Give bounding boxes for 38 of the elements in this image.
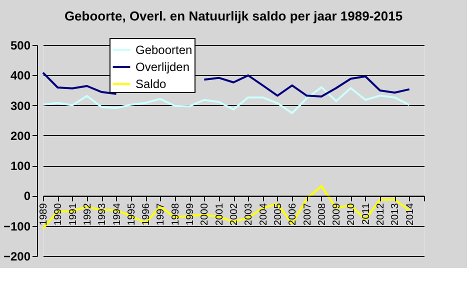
x-tick-label: 1998 — [170, 202, 182, 226]
x-tick-label: 2001 — [214, 202, 226, 226]
y-tick-label: 300 — [10, 98, 31, 113]
x-tick-label: 2003 — [244, 202, 255, 226]
x-tick-label: 2008 — [316, 202, 328, 226]
x-tick-label: 1996 — [141, 202, 152, 226]
legend-label: Geboorten — [136, 43, 192, 57]
y-tick-label: 400 — [10, 68, 31, 83]
y-tick-label: −100 — [3, 219, 31, 234]
y-tick-label: 500 — [10, 38, 31, 52]
x-tick-label: 2000 — [200, 202, 211, 226]
x-tick-label: 1992 — [82, 202, 94, 226]
x-tick-label: 2006 — [288, 202, 299, 226]
y-tick-label: 100 — [10, 159, 31, 174]
y-tick-label: 200 — [10, 128, 31, 143]
x-tick-label: 2004 — [258, 202, 270, 226]
legend-label: Saldo — [136, 77, 167, 91]
x-tick-label: 2012 — [376, 202, 387, 226]
legend-label: Overlijden — [136, 60, 190, 74]
x-tick-label: 2014 — [404, 202, 416, 226]
x-tick-label: 1993 — [97, 202, 108, 226]
x-tick-label: 2005 — [272, 202, 284, 226]
x-tick-label: 2010 — [346, 202, 358, 226]
x-tick-label: 2002 — [229, 202, 240, 226]
x-tick-label: 1989 — [38, 202, 50, 226]
x-tick-label: 1994 — [112, 202, 123, 226]
y-tick-label: 0 — [24, 189, 31, 204]
x-tick-label: 1997 — [156, 202, 167, 226]
x-tick-label: 1991 — [68, 202, 79, 226]
y-tick-label: −200 — [3, 250, 31, 264]
x-tick-label: 2007 — [302, 202, 314, 226]
x-tick-label: 1999 — [185, 202, 196, 226]
x-tick-label: 1995 — [126, 202, 138, 226]
x-tick-label: 1990 — [53, 202, 64, 226]
x-tick-label: 2011 — [360, 202, 372, 225]
x-tick-label: 2009 — [332, 202, 343, 226]
chart-title: Geboorte, Overl. en Natuurlijk saldo per jaar 1989-2015 — [64, 8, 403, 24]
x-tick-label: 2013 — [390, 202, 402, 226]
